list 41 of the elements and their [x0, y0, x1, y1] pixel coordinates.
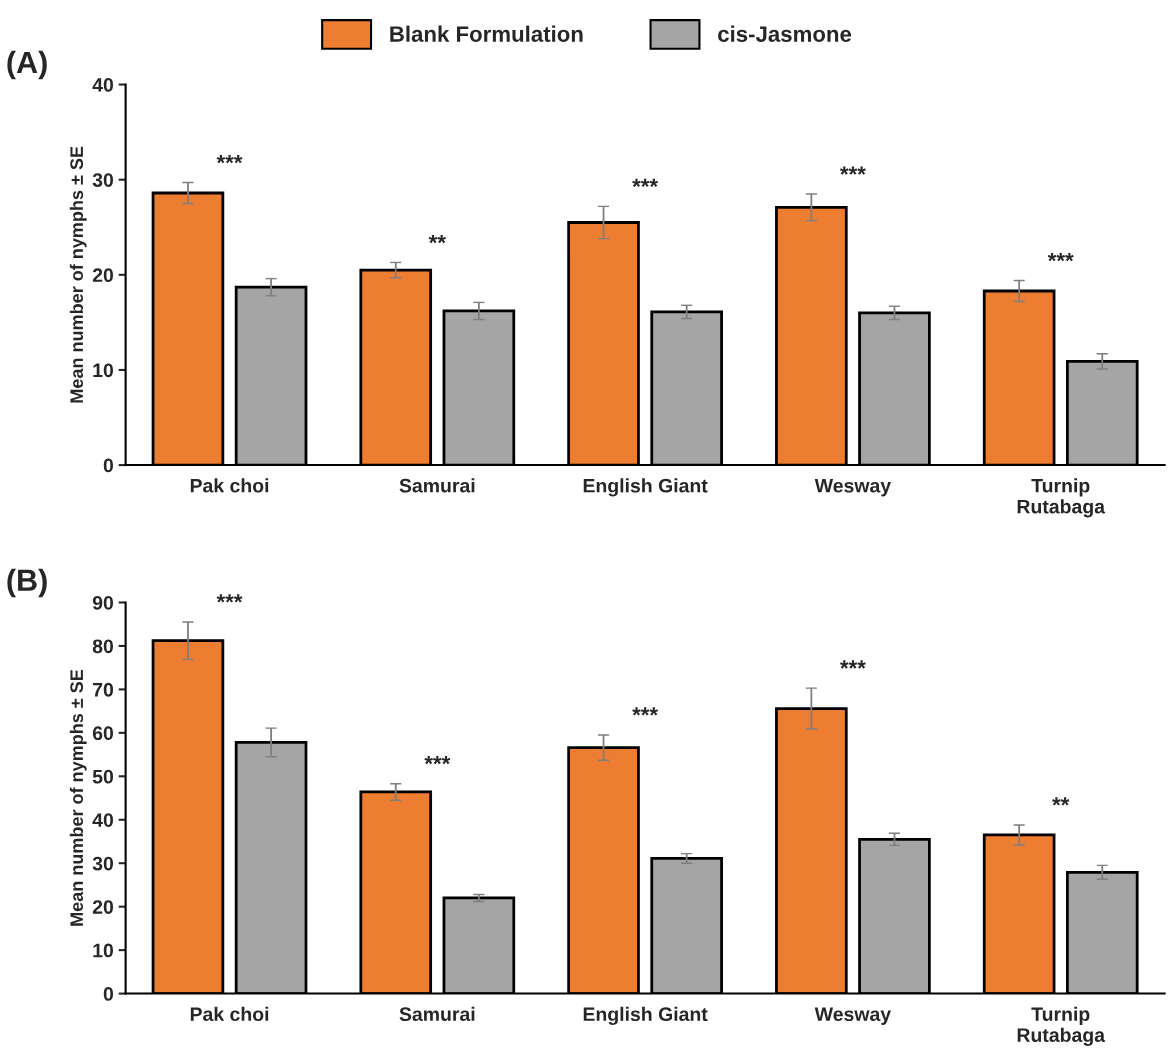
x-tick-label: English Giant: [583, 1006, 708, 1025]
annotation: ***: [840, 660, 866, 669]
x-tick-label: Turnip Rutabaga: [1017, 478, 1106, 518]
annotation: ***: [424, 755, 451, 765]
annotation: ***: [840, 166, 866, 175]
annotation: ***: [632, 707, 659, 716]
legend-label: Blank Formulation: [390, 25, 583, 42]
legend-label: cis-Jasmone: [718, 25, 852, 42]
x-tick-label: Pak choi: [190, 478, 269, 493]
y-tick-label: 40: [92, 78, 114, 92]
annotation: ***: [216, 155, 243, 164]
x-tick-label: Wesway: [814, 478, 892, 497]
x-tick-label: Samurai: [399, 478, 475, 493]
y-tick-label: 80: [92, 639, 114, 654]
chart-title: (B): [7, 568, 47, 598]
annotation: ***: [1047, 253, 1074, 262]
y-axis-title: Mean number of nymphs ± SE: [69, 669, 87, 926]
y-tick-label: 0: [103, 458, 114, 473]
x-tick-label: Wesway: [814, 1007, 892, 1025]
x-tick-label: Samurai: [399, 1006, 475, 1022]
x-tick-label: Turnip Rutabaga: [1017, 1006, 1106, 1046]
annotation: ***: [632, 178, 659, 188]
x-tick-label: Pak choi: [190, 1006, 269, 1022]
y-tick-label: 10: [93, 363, 114, 378]
y-tick-label: 70: [93, 682, 114, 697]
y-tick-label: 10: [93, 943, 114, 958]
y-tick-label: 0: [103, 987, 114, 1001]
y-axis-title: Mean number of nymphs ± SE: [69, 146, 87, 403]
annotation: **: [428, 234, 446, 244]
y-tick-label: 30: [92, 856, 114, 871]
x-tick-label: English Giant: [583, 478, 708, 497]
y-tick-label: 50: [92, 769, 114, 784]
annotation: **: [1052, 797, 1070, 806]
y-tick-label: 20: [92, 900, 114, 914]
chart-title: (A): [7, 50, 47, 80]
annotation: ***: [216, 594, 243, 603]
y-tick-label: 30: [92, 173, 114, 187]
y-tick-label: 20: [92, 268, 114, 283]
y-tick-label: 90: [92, 595, 114, 610]
y-tick-label: 60: [92, 726, 114, 741]
y-tick-label: 40: [92, 813, 114, 827]
